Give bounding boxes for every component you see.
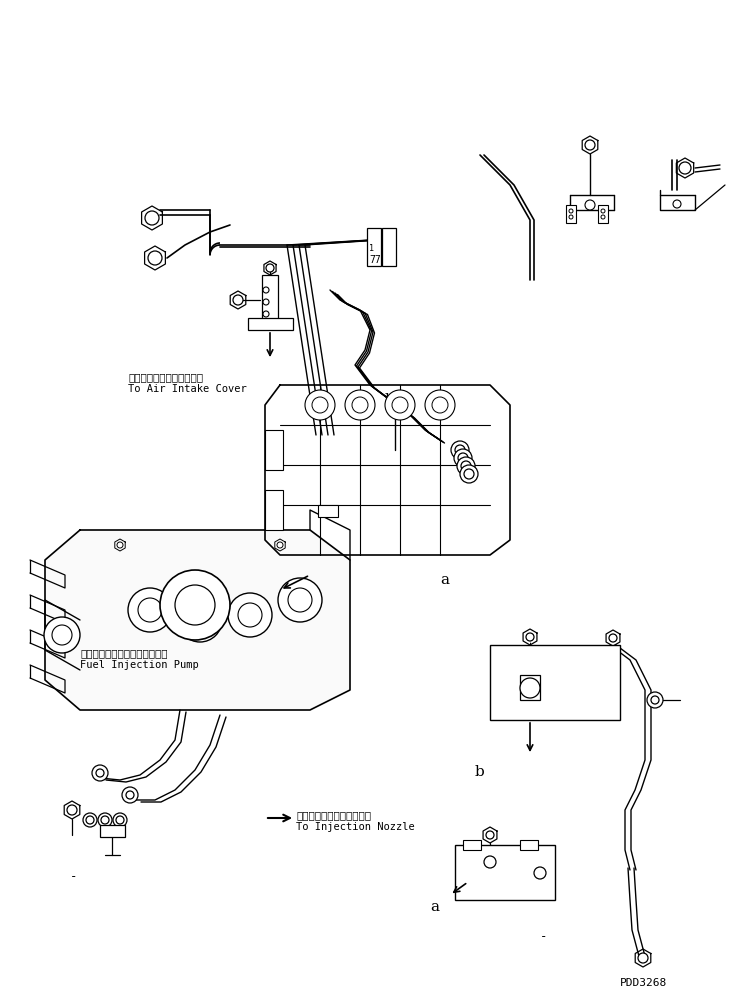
Circle shape [432,397,448,413]
Bar [262,275,278,320]
Circle shape [188,608,212,632]
Text: 1: 1 [369,244,374,253]
Circle shape [425,390,455,420]
Circle shape [679,162,691,174]
Circle shape [266,264,274,272]
Text: b: b [475,765,485,779]
Circle shape [520,678,540,698]
Circle shape [638,953,648,963]
Circle shape [460,465,478,483]
Circle shape [673,200,681,208]
Circle shape [83,813,97,827]
Circle shape [345,390,375,420]
Bar [463,840,481,850]
Circle shape [44,617,80,653]
Circle shape [101,816,109,824]
Text: a: a [440,573,449,587]
Bar [265,430,283,470]
Circle shape [175,585,215,625]
Circle shape [601,209,605,213]
Circle shape [148,251,162,265]
Circle shape [277,542,283,548]
Circle shape [228,593,272,637]
Circle shape [96,769,104,777]
Text: b: b [385,393,395,407]
Text: -: - [70,870,78,883]
Text: a: a [430,900,439,914]
Circle shape [126,791,134,799]
Bar [100,825,125,837]
Circle shape [138,598,162,622]
Bar [248,318,293,330]
Bar [490,645,620,720]
Circle shape [392,397,408,413]
Text: フェルインジェクションポンプ: フェルインジェクションポンプ [80,648,168,658]
Circle shape [455,445,465,455]
Polygon shape [45,530,350,710]
Circle shape [569,215,573,219]
Circle shape [263,311,269,317]
Bar [265,490,283,530]
Circle shape [67,805,77,815]
Circle shape [288,588,312,612]
Circle shape [526,633,534,641]
Circle shape [461,461,471,471]
Circle shape [178,598,222,642]
Circle shape [457,457,475,475]
Text: -: - [540,930,548,943]
Circle shape [278,578,322,622]
Circle shape [534,867,546,879]
Text: PDD3268: PDD3268 [620,978,668,988]
Circle shape [145,211,159,225]
Circle shape [128,588,172,632]
Circle shape [585,140,595,150]
Circle shape [113,813,127,827]
Circle shape [305,390,335,420]
Text: インジェクションノズルヘ: インジェクションノズルヘ [296,810,371,820]
Text: 77: 77 [369,255,381,265]
Circle shape [233,295,243,305]
Circle shape [484,856,496,868]
Circle shape [122,787,138,803]
Circle shape [458,453,468,463]
Bar [382,228,396,266]
Circle shape [454,449,472,467]
Circle shape [352,397,368,413]
Circle shape [92,765,108,781]
Text: To Air Intake Cover: To Air Intake Cover [128,384,247,394]
Circle shape [238,603,262,627]
Text: To Injection Nozzle: To Injection Nozzle [296,822,415,832]
Text: Fuel Injection Pump: Fuel Injection Pump [80,660,199,670]
Circle shape [263,299,269,305]
Circle shape [585,200,595,210]
Bar [520,675,540,700]
Circle shape [263,287,269,293]
Bar [367,228,381,266]
Text: エアーインテークカバーヘ: エアーインテークカバーヘ [128,372,203,382]
Circle shape [160,570,230,640]
Circle shape [464,469,474,479]
Circle shape [569,209,573,213]
Circle shape [312,397,328,413]
Bar [455,845,555,900]
Bar [520,840,538,850]
Circle shape [52,625,72,645]
Circle shape [601,215,605,219]
Circle shape [116,816,124,824]
Bar [598,205,608,223]
Circle shape [451,441,469,459]
Circle shape [486,831,494,839]
Bar [318,505,338,517]
Circle shape [385,390,415,420]
Circle shape [647,692,663,708]
Circle shape [86,816,94,824]
Circle shape [98,813,112,827]
Circle shape [609,634,617,642]
Circle shape [651,696,659,704]
Circle shape [117,542,123,548]
Bar [566,205,576,223]
